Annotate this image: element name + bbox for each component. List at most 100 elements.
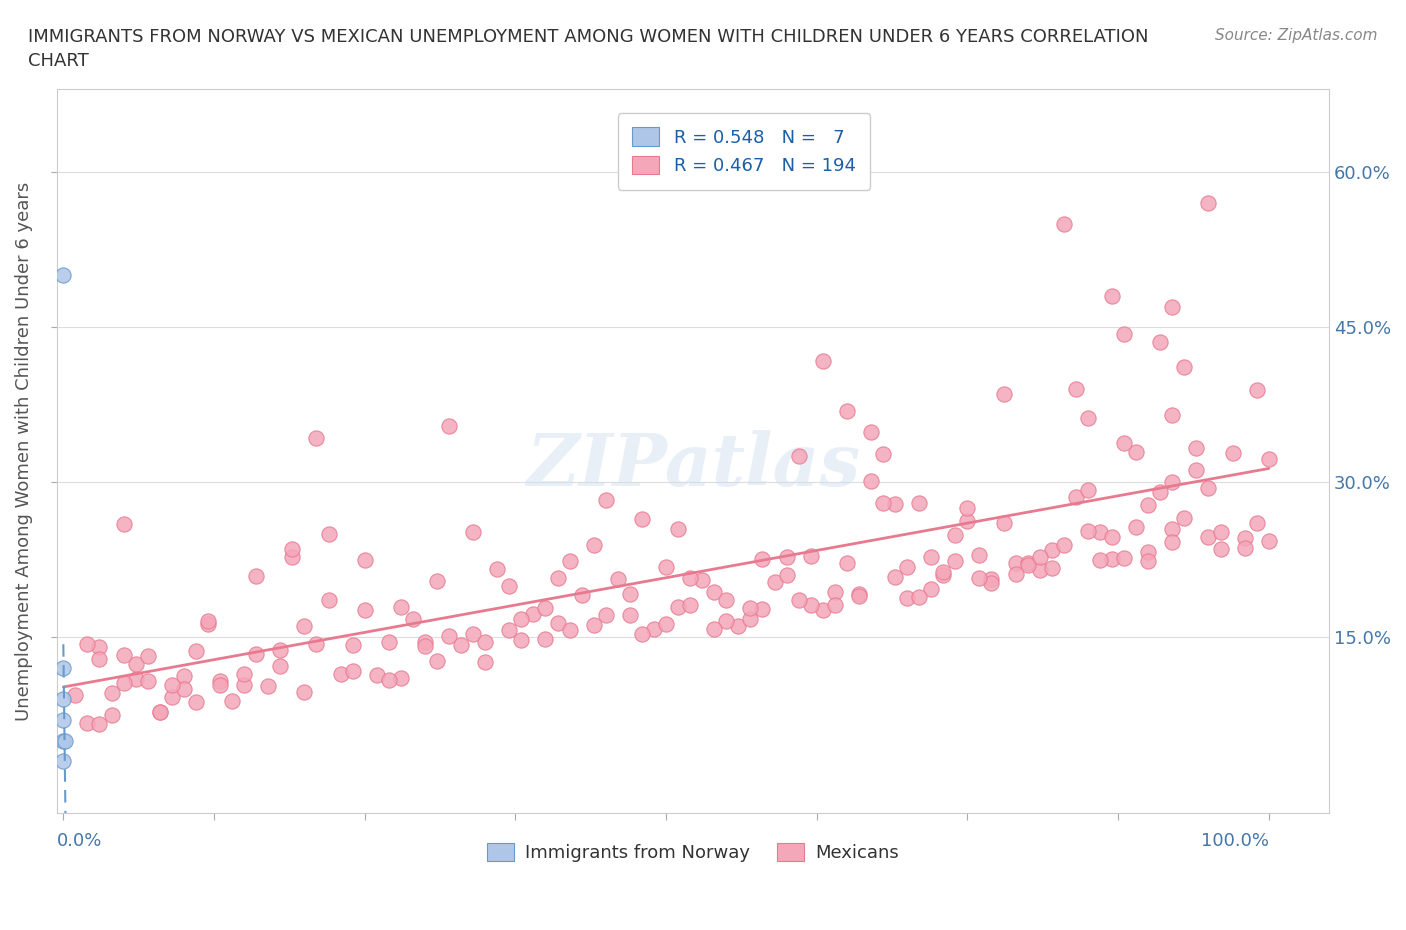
Point [872,496,894,511]
Point [666,522,689,537]
Point [993,516,1015,531]
Point [413,639,436,654]
Point [896,591,918,605]
Point [100,707,122,722]
Point [775,567,797,582]
Point [534,600,557,615]
Point [342,637,364,652]
Point [666,600,689,615]
Point [1209,525,1232,539]
Point [1137,553,1160,568]
Point [582,618,605,632]
Point [510,632,533,647]
Point [943,527,966,542]
Point [208,674,231,689]
Point [1125,445,1147,459]
Point [775,550,797,565]
Point [908,590,931,604]
Point [463,626,485,641]
Point [751,551,773,566]
Point [1101,529,1123,544]
Point [848,586,870,601]
Point [65,687,87,702]
Point [245,647,267,662]
Point [366,667,388,682]
Point [245,569,267,584]
Point [1173,359,1195,374]
Point [969,547,991,562]
Point [1064,489,1087,504]
Point [643,621,665,636]
Point [389,671,412,685]
Point [751,602,773,617]
Point [197,614,219,629]
Point [149,704,172,719]
Point [1125,519,1147,534]
Point [969,570,991,585]
Point [1077,410,1099,425]
Point [606,572,628,587]
Point [1112,326,1135,341]
Point [342,664,364,679]
Point [980,572,1002,587]
Point [1185,463,1208,478]
Point [631,512,654,526]
Point [943,553,966,568]
Point [318,527,340,542]
Point [269,658,291,673]
Point [1077,524,1099,538]
Text: IMMIGRANTS FROM NORWAY VS MEXICAN UNEMPLOYMENT AMONG WOMEN WITH CHILDREN UNDER 6: IMMIGRANTS FROM NORWAY VS MEXICAN UNEMPL… [28,28,1149,70]
Point [619,608,641,623]
Point [89,652,111,667]
Point [1257,534,1279,549]
Point [848,588,870,603]
Point [896,560,918,575]
Point [1137,498,1160,512]
Point [679,570,702,585]
Point [1028,563,1050,578]
Point [498,622,520,637]
Point [112,675,135,690]
Point [221,694,243,709]
Point [52,268,75,283]
Point [294,618,316,633]
Point [824,597,846,612]
Point [1233,531,1256,546]
Point [486,562,509,577]
Point [811,353,834,368]
Point [1161,407,1184,422]
Point [184,695,207,710]
Point [920,581,942,596]
Point [474,655,496,670]
Point [1004,555,1026,570]
Point [1173,511,1195,525]
Point [1017,555,1039,570]
Point [1101,288,1123,303]
Point [547,570,569,585]
Point [1222,446,1244,461]
Point [100,685,122,700]
Point [197,617,219,631]
Point [437,629,460,644]
Point [956,501,979,516]
Point [52,661,75,676]
Point [389,599,412,614]
Point [932,565,955,579]
Point [1040,561,1063,576]
Point [571,588,593,603]
Point [1077,483,1099,498]
Point [402,612,425,627]
Point [353,603,375,618]
Point [281,541,304,556]
Point [811,603,834,618]
Point [884,497,907,512]
Point [740,612,762,627]
Point [437,418,460,433]
Point [595,607,617,622]
Point [1185,440,1208,455]
Point [1149,334,1171,349]
Point [1064,381,1087,396]
Point [173,669,195,684]
Point [1209,542,1232,557]
Point [763,575,786,590]
